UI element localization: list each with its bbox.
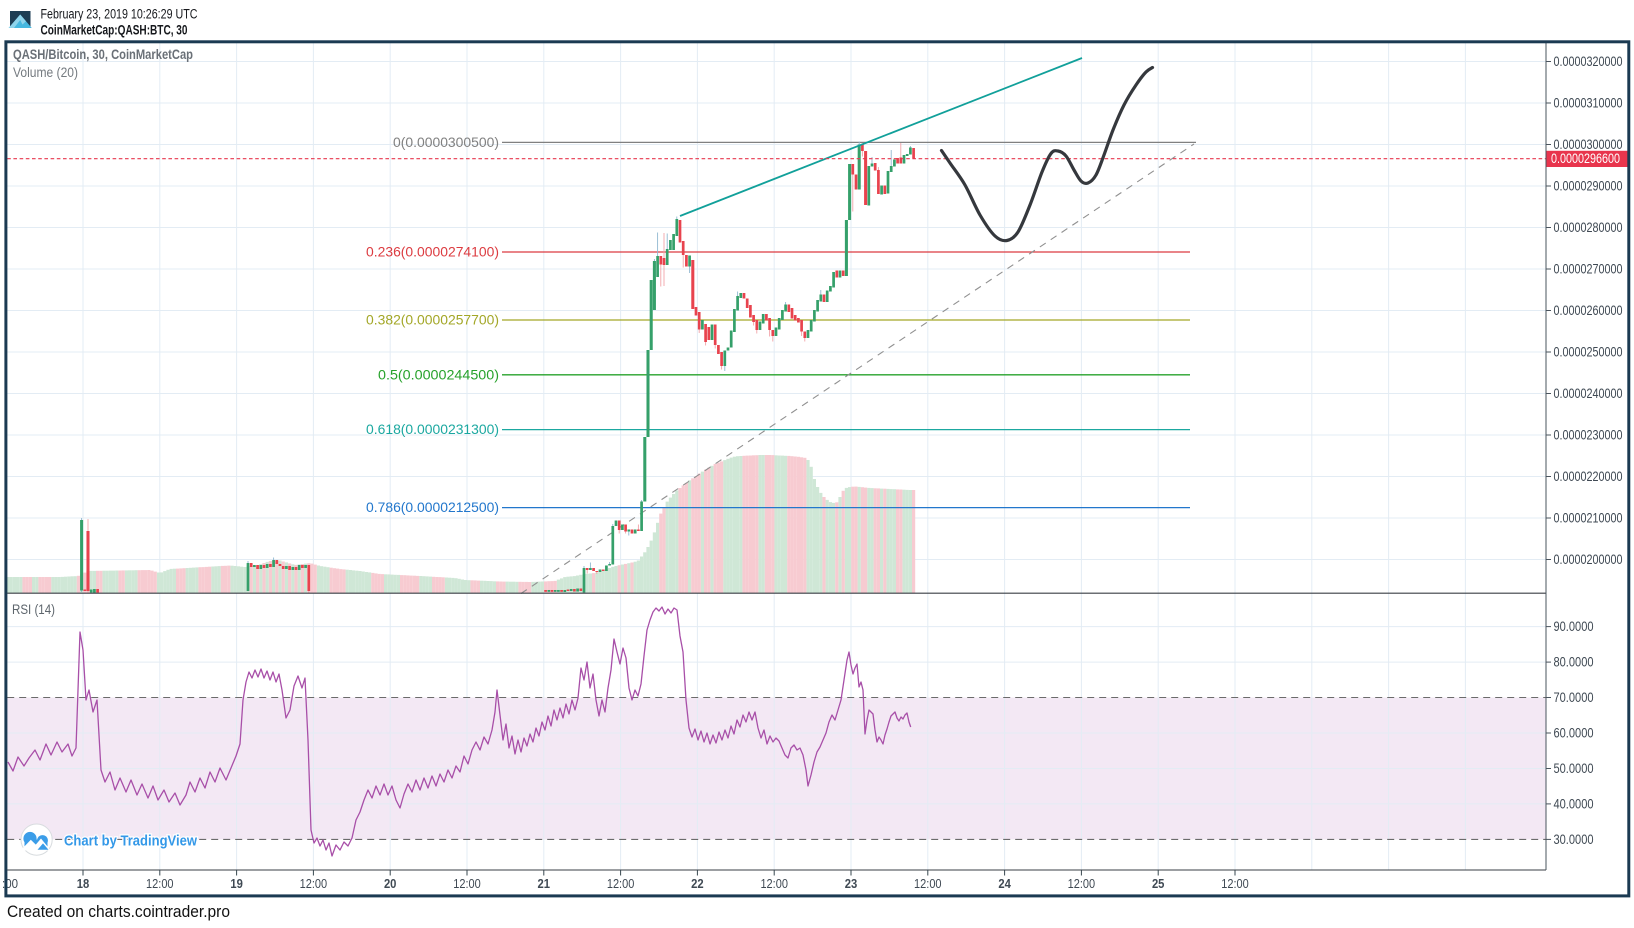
- svg-text:QASH/Bitcoin, 30, CoinMarketCa: QASH/Bitcoin, 30, CoinMarketCap: [13, 47, 193, 62]
- svg-text:12:00: 12:00: [453, 876, 481, 891]
- svg-text:0.0000220000: 0.0000220000: [1554, 468, 1623, 484]
- svg-text:25: 25: [1152, 876, 1165, 891]
- svg-text:40.0000: 40.0000: [1554, 795, 1594, 811]
- svg-text:February 23, 2019 10:26:29 UTC: February 23, 2019 10:26:29 UTC: [41, 7, 198, 22]
- svg-text:0.0000260000: 0.0000260000: [1554, 302, 1623, 318]
- svg-text:80.0000: 80.0000: [1554, 654, 1594, 670]
- svg-text:Chart by TradingView: Chart by TradingView: [64, 833, 197, 850]
- svg-text:0.618(0.0000231300): 0.618(0.0000231300): [366, 422, 499, 437]
- svg-text:CoinMarketCap:QASH:BTC, 30: CoinMarketCap:QASH:BTC, 30: [41, 22, 188, 38]
- svg-text:60.0000: 60.0000: [1554, 725, 1594, 741]
- svg-text:Volume (20): Volume (20): [13, 65, 78, 80]
- svg-text:70.0000: 70.0000: [1554, 689, 1594, 705]
- svg-text:0.0000210000: 0.0000210000: [1554, 510, 1623, 526]
- svg-text:90.0000: 90.0000: [1554, 618, 1594, 634]
- svg-text:50.0000: 50.0000: [1554, 760, 1594, 776]
- svg-text:12:00: 12:00: [1068, 876, 1096, 891]
- svg-text:0.0000230000: 0.0000230000: [1554, 427, 1623, 443]
- svg-text:12:00: 12:00: [300, 876, 328, 891]
- svg-text:12:00: 12:00: [1221, 876, 1249, 891]
- svg-text:0.0000310000: 0.0000310000: [1554, 95, 1623, 111]
- svg-text:0.786(0.0000212500): 0.786(0.0000212500): [366, 500, 499, 515]
- svg-text:23: 23: [845, 876, 858, 891]
- svg-text:0.236(0.0000274100): 0.236(0.0000274100): [366, 245, 499, 260]
- svg-text:0.0000250000: 0.0000250000: [1554, 344, 1623, 360]
- svg-text:0.0000300000: 0.0000300000: [1554, 136, 1623, 152]
- svg-text:12:00: 12:00: [607, 876, 635, 891]
- svg-text:0.0000296600: 0.0000296600: [1551, 150, 1620, 166]
- svg-text:RSI (14): RSI (14): [12, 602, 55, 617]
- svg-text:0.0000200000: 0.0000200000: [1554, 551, 1623, 567]
- svg-text:12:00: 12:00: [146, 876, 174, 891]
- svg-text:0.0000270000: 0.0000270000: [1554, 261, 1623, 277]
- svg-text:18: 18: [77, 876, 90, 891]
- svg-text:0.5(0.0000244500): 0.5(0.0000244500): [378, 367, 499, 382]
- svg-text:0.0000290000: 0.0000290000: [1554, 178, 1623, 194]
- svg-text:12:00: 12:00: [914, 876, 942, 891]
- svg-text:22: 22: [691, 876, 704, 891]
- svg-text:24: 24: [998, 876, 1011, 891]
- svg-text:0(0.0000300500): 0(0.0000300500): [393, 135, 499, 150]
- svg-text:Created on charts.cointrader.p: Created on charts.cointrader.pro: [7, 903, 230, 921]
- svg-text:0.0000280000: 0.0000280000: [1554, 219, 1623, 235]
- svg-text:19: 19: [230, 876, 243, 891]
- svg-text:30.0000: 30.0000: [1554, 831, 1594, 847]
- svg-text:12:00: 12:00: [760, 876, 788, 891]
- svg-text:21: 21: [538, 876, 551, 891]
- svg-text:20: 20: [384, 876, 397, 891]
- svg-text:0.0000240000: 0.0000240000: [1554, 385, 1623, 401]
- svg-text:0.0000320000: 0.0000320000: [1554, 53, 1623, 69]
- svg-text:0.382(0.0000257700): 0.382(0.0000257700): [366, 313, 499, 328]
